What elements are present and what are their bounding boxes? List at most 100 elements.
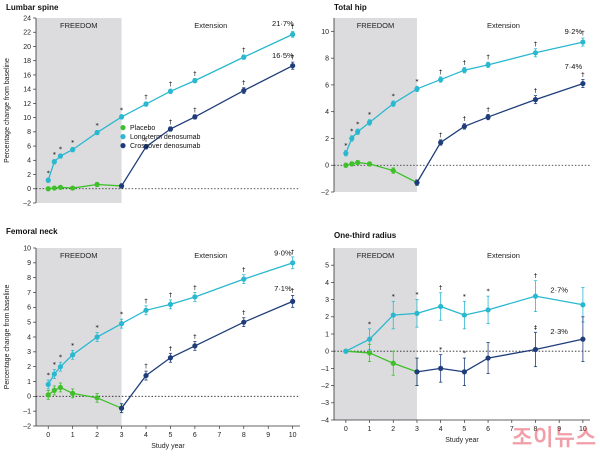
data-point bbox=[349, 161, 355, 167]
y-tick-label: 4 bbox=[325, 109, 329, 116]
panel-title: Lumbar spine bbox=[6, 3, 59, 12]
data-point bbox=[366, 119, 373, 125]
significance-marker: * bbox=[53, 151, 57, 159]
y-axis-label: Percentage change from baseline bbox=[4, 58, 11, 163]
x-tick-label: 8 bbox=[242, 432, 246, 439]
significance-marker: * bbox=[59, 353, 63, 361]
data-point bbox=[192, 294, 198, 300]
y-tick-label: 8 bbox=[27, 129, 31, 136]
end-value-label: 7·1% bbox=[274, 284, 292, 293]
y-tick-label: 9 bbox=[27, 260, 31, 267]
significance-marker: * bbox=[59, 145, 63, 153]
data-point bbox=[70, 147, 76, 153]
significance-marker: † bbox=[169, 80, 173, 88]
data-point bbox=[390, 312, 396, 318]
data-point bbox=[366, 336, 373, 342]
y-tick-label: 10 bbox=[23, 245, 31, 252]
data-point bbox=[57, 364, 64, 370]
data-point bbox=[167, 301, 174, 307]
data-point bbox=[461, 312, 467, 318]
significance-marker: † bbox=[534, 87, 538, 95]
region-label-freedom: FREEDOM bbox=[60, 251, 98, 260]
data-point bbox=[438, 365, 444, 371]
significance-marker: * bbox=[415, 291, 419, 299]
data-point bbox=[192, 78, 198, 84]
y-tick-label: 6 bbox=[325, 82, 329, 89]
data-point bbox=[532, 97, 539, 103]
panel-title: Femoral neck bbox=[6, 227, 58, 236]
y-tick-label: 18 bbox=[23, 58, 31, 65]
x-axis-label: Study year bbox=[445, 437, 479, 444]
x-tick-label: 5 bbox=[168, 432, 172, 439]
y-tick-label: –3 bbox=[321, 400, 329, 407]
freedom-shade bbox=[334, 18, 417, 192]
legend: Placebo Long-term denosumab Crossover deno… bbox=[120, 125, 201, 150]
y-tick-label: 10 bbox=[23, 115, 31, 122]
series-long-term: ******††††† bbox=[45, 248, 296, 390]
y-tick-label: 12 bbox=[23, 101, 31, 108]
y-tick-label: 8 bbox=[27, 275, 31, 282]
data-point bbox=[51, 387, 57, 393]
significance-marker: * bbox=[368, 111, 372, 119]
series-long-term: ******††††† bbox=[45, 23, 296, 183]
y-tick-label: 4 bbox=[325, 280, 329, 287]
y-tick-label: 5 bbox=[27, 320, 31, 327]
significance-marker: † bbox=[534, 272, 538, 280]
data-point bbox=[241, 54, 247, 60]
significance-marker: † bbox=[463, 59, 467, 67]
significance-marker: † bbox=[291, 23, 295, 31]
significance-marker: † bbox=[144, 297, 148, 305]
series-long-term: ******††††† bbox=[343, 29, 586, 157]
y-tick-label: 16 bbox=[23, 72, 31, 79]
data-point bbox=[366, 161, 373, 167]
significance-marker: † bbox=[193, 106, 197, 114]
x-tick-label: 2 bbox=[391, 426, 395, 433]
significance-marker: † bbox=[463, 115, 467, 123]
watermark-text: 조이뉴스 bbox=[512, 426, 597, 451]
series-crossover: * * ‡ bbox=[414, 316, 586, 387]
region-label-freedom: FREEDOM bbox=[60, 21, 98, 30]
data-point bbox=[45, 177, 51, 183]
data-point bbox=[390, 101, 396, 107]
y-tick-label: 4 bbox=[27, 334, 31, 341]
significance-marker: † bbox=[193, 284, 197, 292]
significance-marker: * bbox=[53, 361, 57, 369]
y-tick-label: 22 bbox=[23, 30, 31, 37]
region-label-extension: Extension bbox=[487, 21, 520, 30]
significance-marker: † bbox=[169, 344, 173, 352]
data-point bbox=[143, 144, 149, 150]
y-tick-label: –4 bbox=[321, 417, 329, 424]
data-point bbox=[118, 183, 125, 189]
series-long-term: * * * † * * † bbox=[343, 272, 586, 354]
significance-marker: † bbox=[439, 284, 443, 292]
x-tick-label: 0 bbox=[46, 432, 50, 439]
significance-marker: † bbox=[291, 53, 295, 61]
y-tick-label: –2 bbox=[23, 423, 31, 430]
y-tick-label: 3 bbox=[27, 349, 31, 356]
data-point bbox=[192, 343, 198, 349]
end-value-label: 9·2% bbox=[565, 27, 583, 36]
data-point bbox=[438, 76, 444, 83]
x-tick-label: 7 bbox=[510, 426, 514, 433]
legend-swatch bbox=[120, 143, 126, 149]
data-point bbox=[192, 114, 198, 120]
data-point bbox=[532, 293, 539, 299]
data-point bbox=[343, 162, 349, 168]
x-tick-label: 9 bbox=[266, 432, 270, 439]
significance-marker: * bbox=[47, 371, 51, 379]
data-point bbox=[45, 381, 51, 388]
legend-label: Crossover denosumab bbox=[130, 143, 201, 150]
significance-marker: * bbox=[356, 120, 360, 128]
y-tick-label: 14 bbox=[23, 87, 31, 94]
data-point bbox=[343, 348, 349, 354]
y-tick-label: 1 bbox=[325, 331, 329, 338]
series-crossover: † † † † † bbox=[118, 53, 296, 189]
region-label-extension: Extension bbox=[194, 251, 227, 260]
data-point bbox=[143, 101, 149, 107]
significance-marker: * bbox=[344, 142, 348, 150]
series-line bbox=[416, 338, 584, 373]
data-point bbox=[485, 62, 491, 68]
significance-marker: * bbox=[486, 287, 490, 295]
significance-marker: † bbox=[486, 53, 490, 61]
